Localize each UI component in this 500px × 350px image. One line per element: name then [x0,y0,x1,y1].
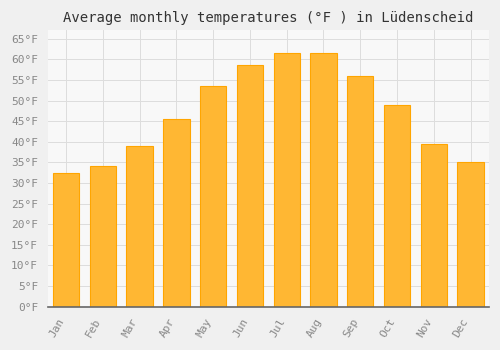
Bar [420,144,447,307]
Bar [384,105,410,307]
Bar [90,167,116,307]
Bar [237,65,263,307]
Bar [347,76,374,307]
Bar [163,119,190,307]
Bar [53,173,80,307]
Bar [200,86,226,307]
Bar [274,53,300,307]
Bar [458,162,483,307]
Bar [310,53,336,307]
Bar [126,146,153,307]
Title: Average monthly temperatures (°F ) in Lüdenscheid: Average monthly temperatures (°F ) in Lü… [63,11,474,25]
